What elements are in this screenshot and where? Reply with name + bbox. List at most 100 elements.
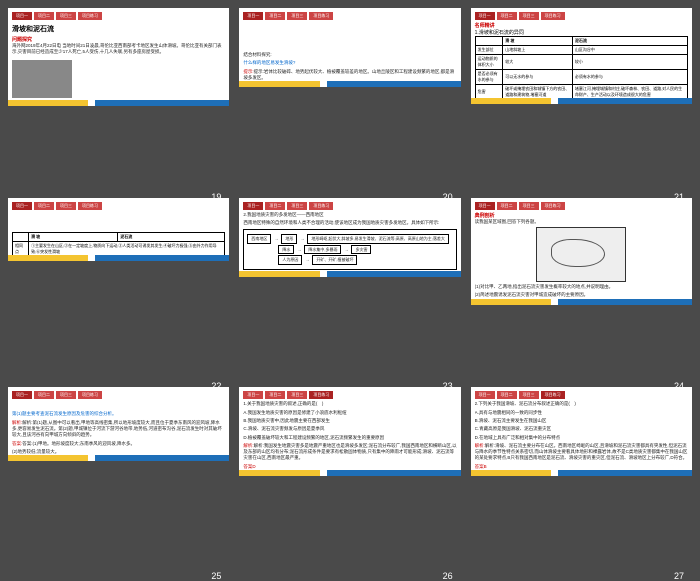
slide-wrap: 项目一 项目二 项目三 项目练习 2.我国地质灾害的多发地区——西南地区 西南地… (239, 198, 460, 378)
footer-gap (551, 470, 558, 476)
tab-4[interactable]: 项目练习 (541, 12, 565, 20)
body-1: 第(1)题主要考查泥石流发生原因及危害的综合分析。 (12, 411, 225, 417)
slide-wrap: 项目一 项目二 项目三 项目练习 2.下列关于我国滑坡、泥石流分布叙述正确的是(… (471, 387, 692, 567)
tab-2[interactable]: 项目二 (265, 12, 285, 20)
tab-1[interactable]: 项目一 (12, 202, 32, 210)
tab-3[interactable]: 项目三 (287, 391, 307, 399)
tab-3[interactable]: 项目三 (519, 12, 539, 20)
footer-gap (88, 455, 95, 461)
td: 山地斜坡上 (503, 46, 573, 55)
tab-2[interactable]: 项目二 (265, 391, 285, 399)
diagram-row: 西南地区 → 地形 → 地形崎岖,起伏大,斜坡多,易发生滑坡、泥石流等;高原、高… (247, 234, 452, 244)
arrow-icon: → (300, 236, 304, 242)
tabs: 项目一 项目二 项目三 项目练习 (243, 202, 456, 210)
table-row: 是否必须有水的参与可以无水的参与必须有水的参与 (475, 70, 687, 85)
tab-4[interactable]: 项目练习 (541, 202, 565, 210)
td: 可以无水的参与 (503, 70, 573, 85)
tab-2[interactable]: 项目二 (34, 391, 54, 399)
footer-blue (327, 271, 461, 277)
tab-4[interactable]: 项目练习 (309, 391, 333, 399)
flow-diagram: 西南地区 → 地形 → 地形崎岖,起伏大,斜坡多,易发生滑坡、泥石流等;高原、高… (243, 229, 456, 270)
tab-2[interactable]: 项目二 (497, 12, 517, 20)
tab-3[interactable]: 项目三 (287, 12, 307, 20)
slide-body: 2.下列关于我国滑坡、泥石流分布叙述正确的是( ) A.具有与地震相同的一致的同… (475, 401, 688, 472)
tab-3[interactable]: 项目三 (519, 202, 539, 210)
tab-1[interactable]: 项目一 (475, 12, 495, 20)
subtitle: 问题探究 (12, 36, 225, 43)
footer-blue (558, 470, 692, 476)
slide-22: 项目一 项目二 项目三 项目练习 滑 坡 泥石流 相同点 ①主要发生在山区;②在… (8, 198, 229, 261)
tab-3[interactable]: 项目三 (56, 12, 76, 20)
hint-text: 提示:岩体比较破碎、地势起伏较大、植被覆盖较差的地区。山地丘陵区和工程建设频繁的… (243, 69, 454, 80)
slide-20: 项目一 项目二 项目三 项目练习 结合材料探究: 什么样的地区易发生滑坡? 提示… (239, 8, 460, 87)
dbox-mid: 人为原因 (278, 255, 302, 265)
body-1: 2.我国地质灾害的多发地区——西南地区 (243, 212, 456, 218)
footer-blue (95, 255, 229, 261)
analysis: 解析:解析:滑坡、泥石流主要分布在山区。西南地区崎岖的山区,且滑坡和泥石流灾害都… (475, 443, 688, 462)
opt-c: C.青藏高原是我国滑坡、泥石流重灾区 (475, 426, 688, 432)
label: 解析: (243, 443, 253, 448)
footer-yellow (239, 470, 319, 476)
slide-body: 结合材料探究: 什么样的地区易发生滑坡? 提示:提示:岩体比较破碎、地势起伏较大… (243, 52, 456, 83)
slide-body: 第(1)题主要考查泥石流发生原因及危害的综合分析。 解析:解析:第(1)题,从图… (12, 411, 225, 457)
tab-2[interactable]: 项目二 (497, 391, 517, 399)
td: 必须有水的参与 (572, 70, 687, 85)
body-text-3: 提示:提示:岩体比较破碎、地势起伏较大、植被覆盖较差的地区。山地丘陵区和工程建设… (243, 69, 456, 82)
body-1: 读我国某区域图,回答下列各题。 (475, 219, 688, 225)
tab-4[interactable]: 项目练习 (78, 202, 102, 210)
tab-3[interactable]: 项目三 (519, 391, 539, 399)
slide-wrap: 项目一 项目二 项目三 项目练习 典例剖析 读我国某区域图,回答下列各题。 (1… (471, 198, 692, 378)
tabs: 项目一 项目二 项目三 项目练习 (12, 202, 225, 210)
tab-4[interactable]: 项目练习 (309, 12, 333, 20)
tab-2[interactable]: 项目二 (265, 202, 285, 210)
tab-1[interactable]: 项目一 (243, 202, 263, 210)
tab-1[interactable]: 项目一 (475, 202, 495, 210)
sect-title: 名师精讲 (475, 22, 688, 29)
dbox-left: 西南地区 (247, 234, 271, 244)
tab-3[interactable]: 项目三 (56, 202, 76, 210)
text: 解析:我国发生地震灾害多是地震严重地区也是滑坡多发区;泥石流分布较广,我国西南地… (243, 443, 456, 461)
th-2: 泥石流 (572, 37, 687, 46)
footer-yellow (8, 455, 88, 461)
footer-bar (8, 455, 229, 461)
tab-1[interactable]: 项目一 (12, 391, 32, 399)
sect-title: 典例剖析 (475, 212, 688, 219)
slide-wrap: 项目一 项目二 项目三 项目练习 1.关于我国地质灾害的叙述,正确的是( ) A… (239, 387, 460, 567)
th-empty (475, 37, 503, 46)
tab-2[interactable]: 项目二 (34, 12, 54, 20)
dbox-mid: 地形 (281, 234, 297, 244)
tab-1[interactable]: 项目一 (475, 391, 495, 399)
footer-yellow (8, 100, 88, 106)
tab-2[interactable]: 项目二 (497, 202, 517, 210)
footer-bar (239, 81, 460, 87)
dbox-mid: 降水 (278, 245, 294, 255)
tab-4[interactable]: 项目练习 (78, 12, 102, 20)
tabs: 项目一 项目二 项目三 项目练习 (475, 391, 688, 399)
footer-blue (558, 98, 692, 104)
tab-4[interactable]: 项目练习 (541, 391, 565, 399)
slide-27: 项目一 项目二 项目三 项目练习 2.下列关于我国滑坡、泥石流分布叙述正确的是(… (471, 387, 692, 476)
tab-3[interactable]: 项目三 (287, 202, 307, 210)
body-text-2: 什么样的地区易发生滑坡? (243, 60, 456, 66)
tab-2[interactable]: 项目二 (34, 202, 54, 210)
th-2: 泥石流 (118, 232, 225, 241)
footer-blue (327, 81, 461, 87)
tab-1[interactable]: 项目一 (243, 391, 263, 399)
tab-4[interactable]: 项目练习 (78, 391, 102, 399)
td: 较大 (503, 55, 573, 70)
opt-d: D.在地域上具有广泛和相对集中的分布特点 (475, 435, 688, 441)
footer-bar (471, 98, 692, 104)
region-map (536, 227, 626, 282)
tab-1[interactable]: 项目一 (243, 12, 263, 20)
arrow-icon: → (344, 247, 348, 253)
footer-yellow (471, 299, 551, 305)
tab-3[interactable]: 项目三 (56, 391, 76, 399)
slide-wrap: 项目一 项目二 项目三 项目练习 第(1)题主要考查泥石流发生原因及危害的综合分… (8, 387, 229, 567)
tabs: 项目一 项目二 项目三 项目练习 (243, 391, 456, 399)
footer-blue (95, 100, 229, 106)
tab-4[interactable]: 项目练习 (309, 202, 333, 210)
arrow-icon: → (274, 236, 278, 242)
th-1: 滑 坡 (29, 232, 118, 241)
opt-b: B.我国地质灾害中,因此地震主要在西部发生 (243, 418, 456, 424)
tab-1[interactable]: 项目一 (12, 12, 32, 20)
